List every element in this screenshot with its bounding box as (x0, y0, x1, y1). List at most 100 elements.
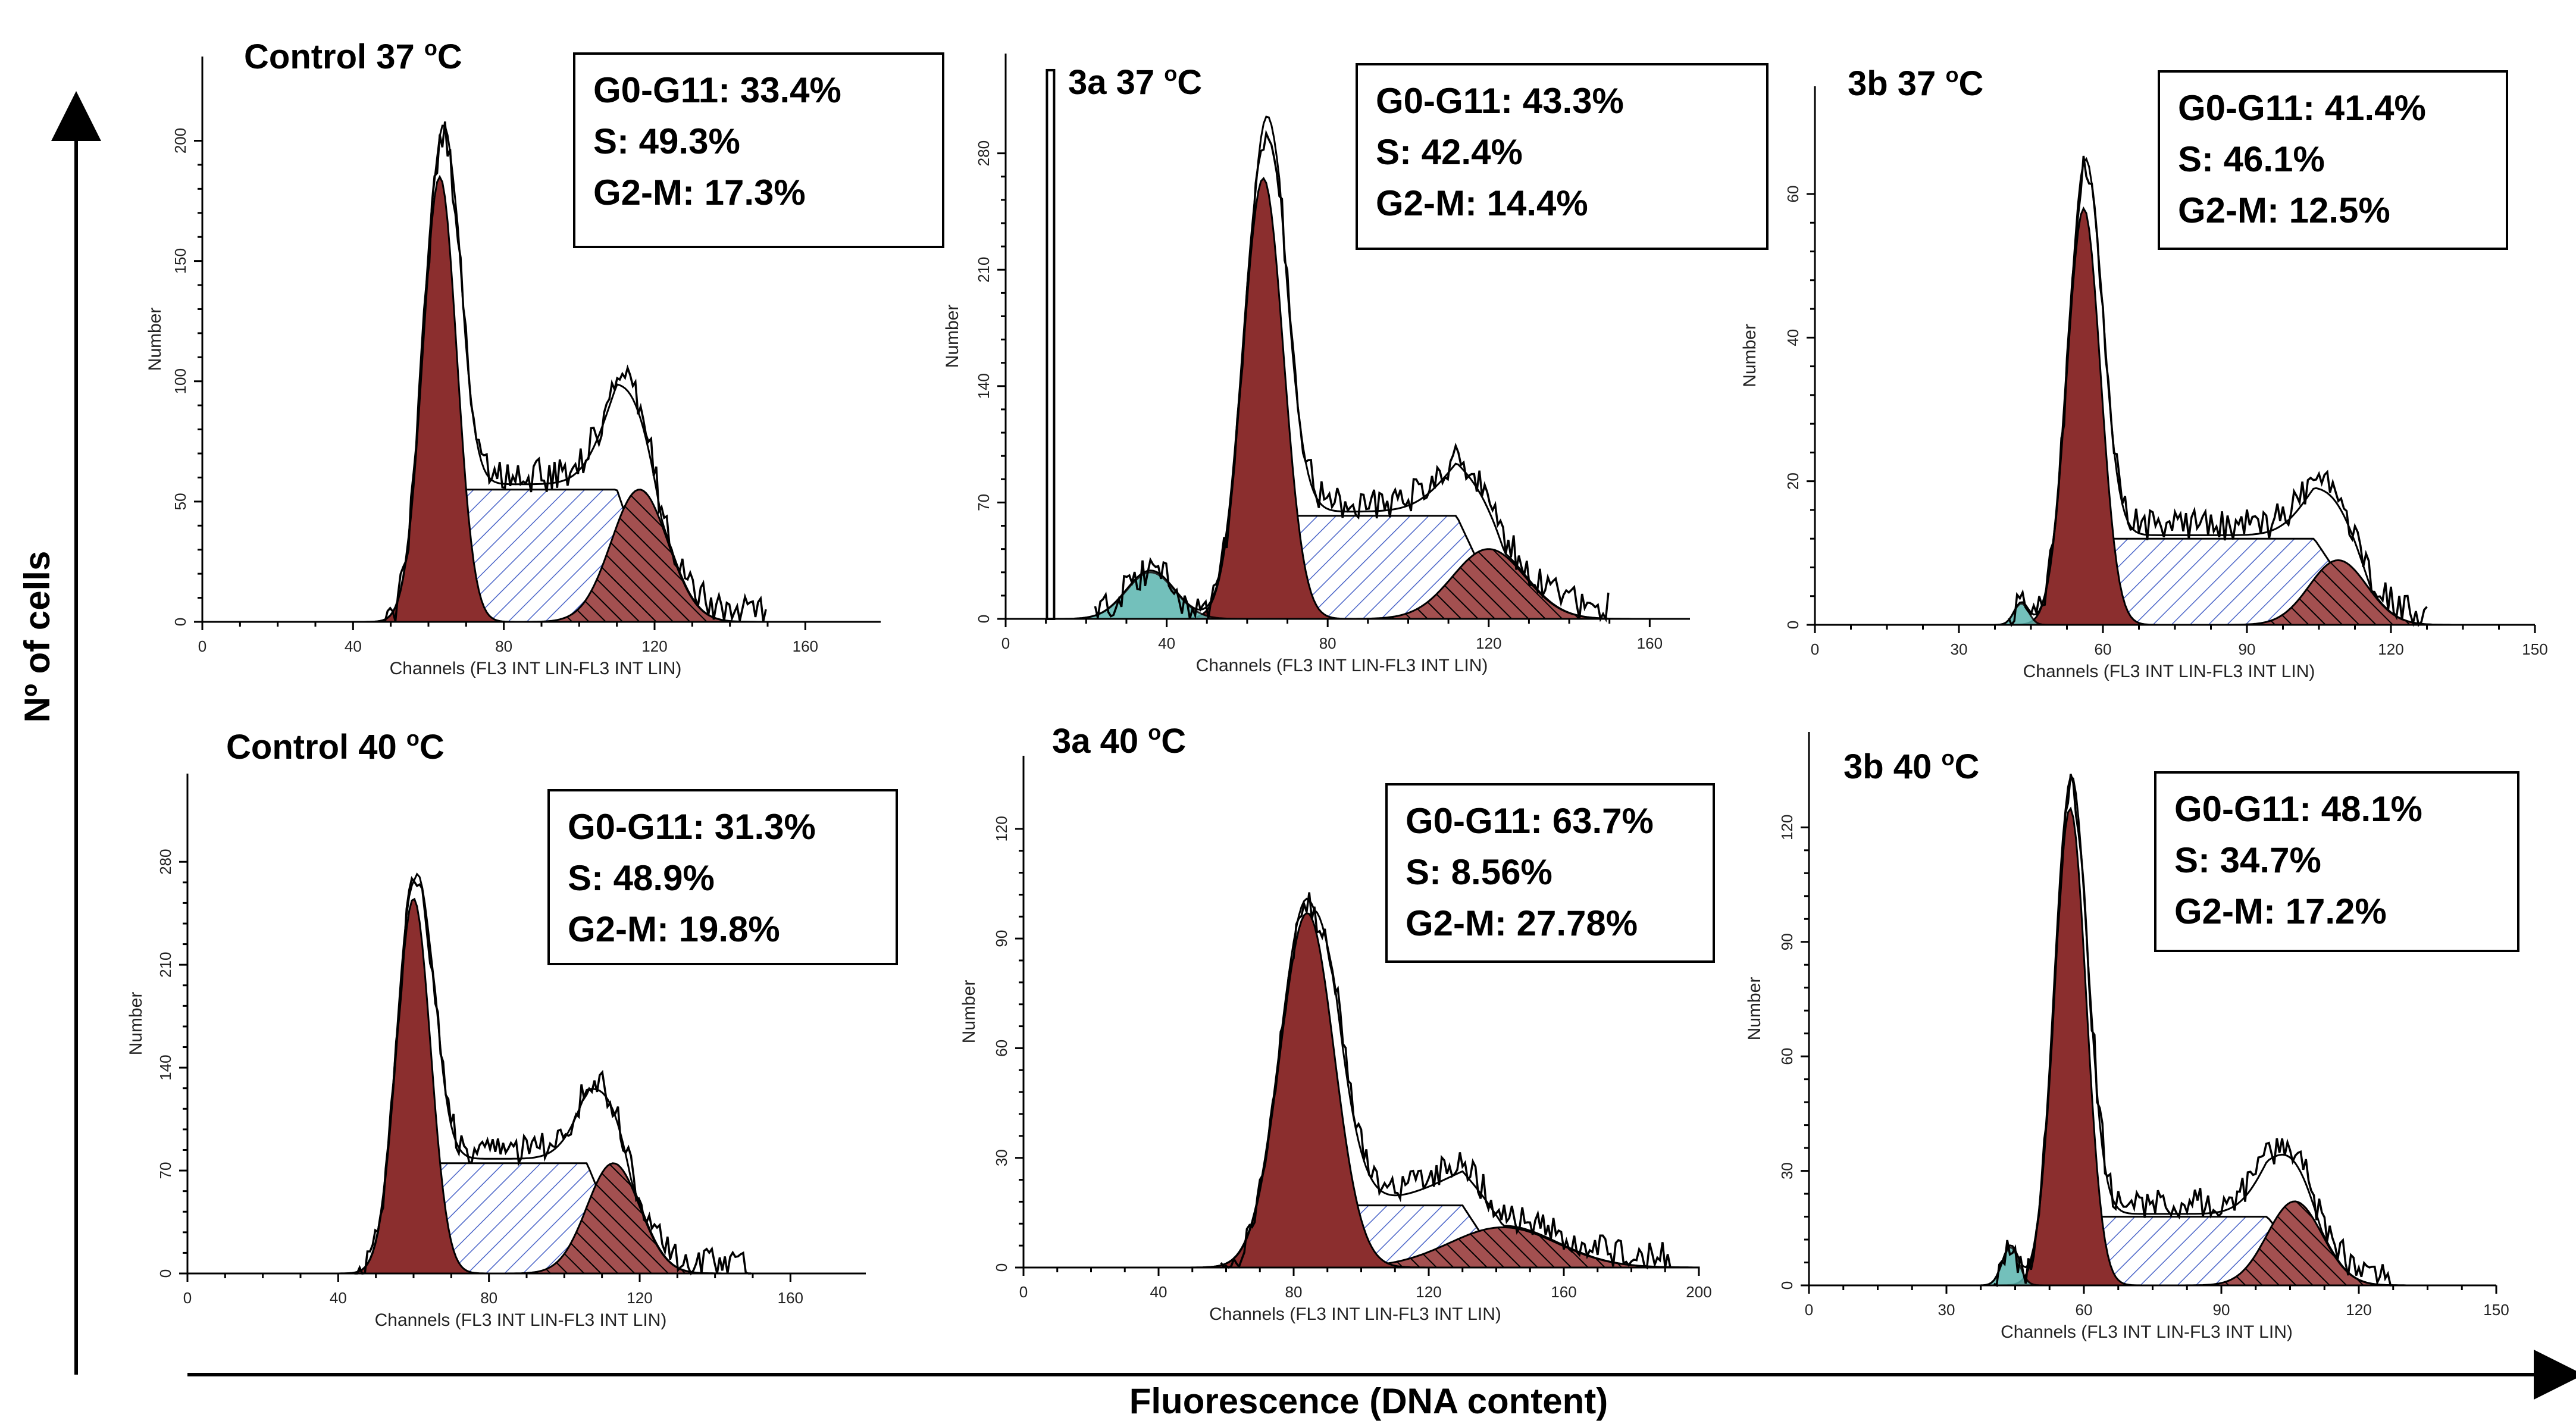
panel-title-unit: C (1177, 63, 1202, 102)
x-tick-label: 120 (1416, 1283, 1441, 1301)
x-tick-label: 120 (1476, 634, 1501, 652)
y-tick-label: 30 (993, 1149, 1010, 1166)
x-tick-label: 0 (198, 637, 206, 655)
panel-title-unit: C (1161, 722, 1186, 761)
x-tick-label: 30 (1951, 640, 1968, 658)
s-phase-area (202, 489, 881, 623)
stats-box (1356, 63, 1769, 250)
histogram-panel: 0 40 80 120 160 200 0 30 60 90 120 Channels (FL3 IN… (959, 720, 1715, 1324)
panel-title-main: 3a 37 (1068, 63, 1164, 102)
panel-title-main: Control 40 (226, 728, 406, 766)
y-tick-label: 140 (156, 1054, 174, 1080)
panel-title: Control 40 oC (226, 726, 445, 766)
panel-title: 3b 40 oC (1843, 746, 1979, 786)
y-tick-label: 60 (1784, 186, 1802, 203)
stats-line: G2-M: 12.5% (2178, 190, 2390, 230)
panel-title-unit: C (437, 37, 462, 76)
panel-title-sup: o (1148, 720, 1161, 744)
x-tick-label: 80 (495, 637, 512, 655)
y-axis-title: Number (1740, 324, 1760, 387)
stats-line: S: 46.1% (2178, 139, 2325, 179)
x-tick-label: 160 (793, 637, 818, 655)
stats-line: G0-G11: 31.3% (568, 807, 816, 847)
x-tick-label: 0 (183, 1289, 192, 1307)
y-tick-label: 40 (1784, 329, 1802, 346)
x-tick-label: 90 (2239, 640, 2256, 658)
panel-title-main: Control 37 (244, 37, 424, 76)
raw-histogram-line (2008, 155, 2428, 627)
x-tick-label: 0 (1001, 634, 1010, 652)
panel-title: 3a 40 oC (1052, 720, 1186, 761)
panel-title-main: 3a 40 (1052, 722, 1148, 761)
histogram-panel: 0 40 80 120 160 0 50 100 150 200 Channels (FL3 INT… (145, 36, 944, 678)
panel-title: Control 37 oC (244, 36, 462, 76)
gate-marker (1046, 68, 1056, 621)
raw-histogram-line (384, 121, 767, 622)
y-tick-label: 280 (975, 140, 993, 166)
x-axis-title: Channels (FL3 INT LIN-FL3 INT LIN) (2001, 1322, 2293, 1342)
panel-title: 3a 37 oC (1068, 61, 1202, 102)
x-tick-label: 40 (1150, 1283, 1168, 1301)
stats-box (1385, 783, 1715, 963)
x-tick-label: 80 (480, 1289, 497, 1307)
panel-title-sup: o (1945, 62, 1958, 87)
x-tick-label: 160 (778, 1289, 803, 1307)
y-tick-label: 60 (1778, 1048, 1796, 1065)
panel-title-main: 3b 40 (1843, 747, 1941, 786)
y-tick-label: 0 (993, 1263, 1010, 1272)
x-tick-label: 60 (2095, 640, 2112, 658)
x-tick-label: 0 (1805, 1301, 1813, 1319)
y-tick-label: 20 (1784, 472, 1802, 490)
stats-box (2154, 771, 2519, 952)
x-tick-label: 30 (1938, 1301, 1955, 1319)
stats-box (2158, 70, 2508, 250)
stats-line: S: 49.3% (593, 121, 740, 161)
x-tick-label: 120 (641, 637, 667, 655)
x-tick-label: 150 (2522, 640, 2547, 658)
y-tick-label: 70 (156, 1162, 174, 1179)
stats-line: S: 34.7% (2174, 840, 2321, 880)
stats-line: G2-M: 27.78% (1406, 903, 1638, 943)
histogram-panel: 0 40 80 120 160 0 70 140 210 280 Channels (FL3 INT… (943, 54, 1769, 675)
x-axis-title: Channels (FL3 INT LIN-FL3 INT LIN) (2023, 662, 2315, 681)
panel-title-unit: C (420, 728, 445, 766)
s-phase-area (187, 1162, 866, 1275)
panel-title: 3b 37 oC (1848, 62, 1983, 103)
x-axis-title: Channels (FL3 INT LIN-FL3 INT LIN) (1196, 656, 1488, 675)
raw-histogram-line (1094, 129, 1610, 622)
stats-line: G0-G11: 43.3% (1376, 81, 1624, 121)
panel-title-sup: o (1941, 746, 1954, 770)
x-tick-label: 40 (330, 1289, 347, 1307)
histogram-panel: 0 30 60 90 120 150 0 20 40 60 Channels (FL3 INT LI… (1740, 62, 2548, 681)
stats-line: G0-G11: 33.4% (593, 70, 841, 110)
x-tick-label: 200 (1686, 1283, 1711, 1301)
x-tick-label: 160 (1637, 634, 1663, 652)
x-axis-title: Channels (FL3 INT LIN-FL3 INT LIN) (375, 1310, 667, 1330)
stats-box (547, 789, 898, 965)
raw-histogram-line (1220, 892, 1672, 1270)
s-phase-area (1815, 537, 2535, 626)
stats-line: S: 8.56% (1406, 852, 1553, 892)
y-tick-label: 0 (975, 615, 993, 623)
y-tick-label: 0 (171, 618, 189, 626)
raw-histogram-line (354, 876, 752, 1276)
s-phase-area (1809, 1216, 2496, 1287)
x-tick-label: 80 (1319, 634, 1336, 652)
x-tick-label: 0 (1019, 1283, 1028, 1301)
panel-title-unit: C (1958, 64, 1983, 103)
stats-line: G2-M: 19.8% (568, 909, 780, 949)
x-axis-title: Channels (FL3 INT LIN-FL3 INT LIN) (390, 659, 682, 678)
y-tick-label: 90 (993, 930, 1010, 947)
stats-line: G2-M: 14.4% (1376, 183, 1588, 223)
x-tick-label: 90 (2213, 1301, 2230, 1319)
y-tick-label: 280 (156, 849, 174, 875)
stats-line: G2-M: 17.3% (593, 173, 806, 212)
y-axis-title: Number (126, 992, 146, 1056)
x-tick-label: 80 (1285, 1283, 1303, 1301)
x-tick-label: 120 (627, 1289, 652, 1307)
y-tick-label: 140 (975, 373, 993, 399)
y-axis-title: Number (943, 305, 962, 368)
y-tick-label: 150 (171, 248, 189, 274)
